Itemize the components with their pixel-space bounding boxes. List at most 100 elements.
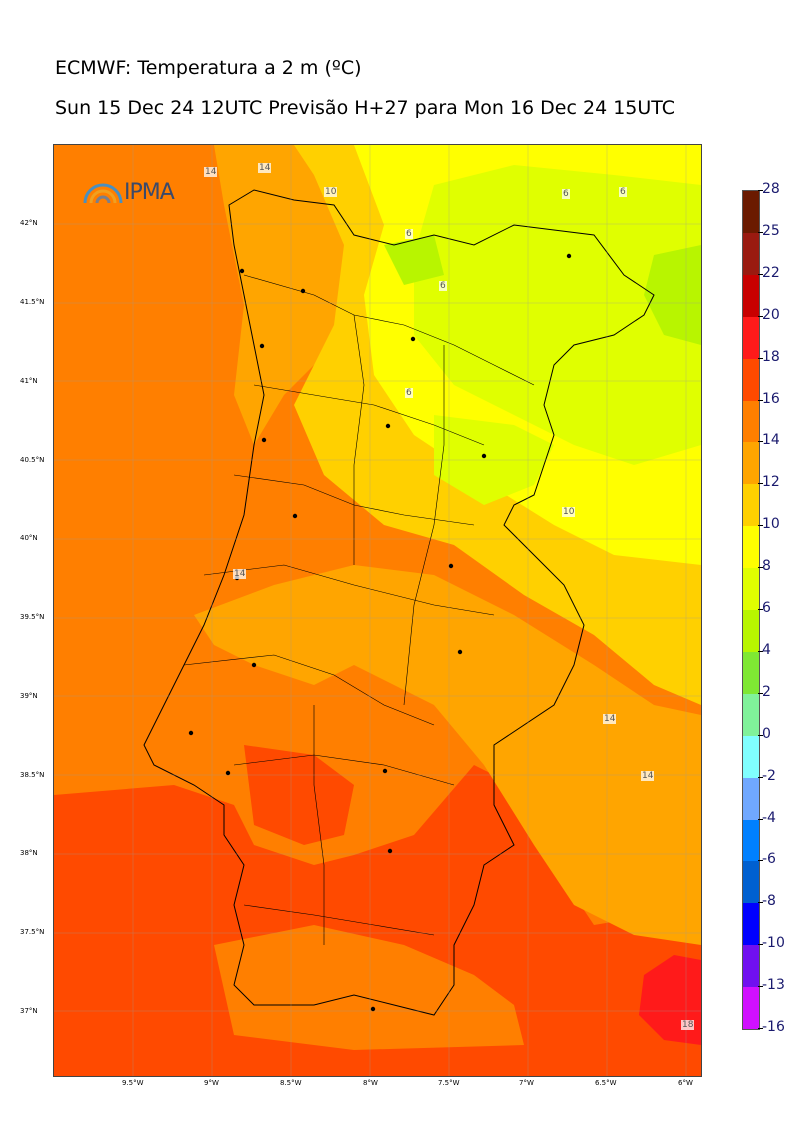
colorbar-tick bbox=[758, 650, 763, 652]
colorbar-segment bbox=[743, 903, 759, 946]
colorbar-segment bbox=[743, 568, 759, 611]
colorbar-label: 4 bbox=[762, 641, 771, 658]
colorbar-label: 2 bbox=[762, 683, 771, 700]
lat-label: 39°N bbox=[20, 692, 38, 700]
temperature-colorbar bbox=[742, 190, 760, 1030]
city-dot bbox=[225, 770, 231, 776]
colorbar-segment bbox=[743, 945, 759, 988]
colorbar-label: -13 bbox=[762, 977, 785, 994]
city-dot bbox=[457, 649, 463, 655]
contour-label: 14 bbox=[603, 714, 617, 724]
contour-label: 14 bbox=[641, 771, 655, 781]
contour-label: 18 bbox=[681, 1020, 695, 1030]
lat-label: 41°N bbox=[20, 377, 38, 385]
contour-label: 10 bbox=[324, 187, 338, 197]
lon-label: 8.5°W bbox=[280, 1079, 302, 1087]
lat-label: 40.5°N bbox=[20, 456, 45, 464]
colorbar-segment bbox=[743, 651, 759, 695]
colorbar-tick bbox=[758, 190, 763, 191]
colorbar-label: 12 bbox=[762, 474, 780, 491]
lat-label: 37.5°N bbox=[20, 928, 45, 936]
contour-label: 14 bbox=[233, 569, 247, 579]
colorbar-segment bbox=[743, 819, 759, 862]
city-dot bbox=[410, 336, 416, 342]
colorbar-tick bbox=[758, 567, 763, 569]
colorbar-tick bbox=[758, 776, 763, 778]
lat-label: 39.5°N bbox=[20, 613, 45, 621]
city-dot bbox=[259, 343, 265, 349]
colorbar-tick bbox=[758, 357, 763, 359]
colorbar-label: -4 bbox=[762, 809, 776, 826]
colorbar-label: -6 bbox=[762, 851, 776, 868]
colorbar-tick bbox=[758, 818, 763, 820]
contour-label: 6 bbox=[405, 229, 413, 239]
ipma-logo: IPMA bbox=[82, 180, 175, 205]
colorbar-segment bbox=[743, 316, 759, 360]
lat-label: 38.5°N bbox=[20, 771, 45, 779]
colorbar-tick bbox=[758, 1028, 763, 1029]
colorbar-label: 0 bbox=[762, 725, 771, 742]
colorbar-segment bbox=[743, 861, 759, 904]
colorbar-tick bbox=[758, 483, 763, 485]
contour-label: 6 bbox=[439, 281, 447, 291]
colorbar-label: 28 bbox=[762, 181, 780, 197]
colorbar-segment bbox=[743, 442, 759, 485]
colorbar-segment bbox=[743, 610, 759, 653]
colorbar-tick bbox=[758, 525, 763, 527]
ipma-arc-icon bbox=[83, 183, 123, 203]
colorbar-label: -16 bbox=[762, 1019, 785, 1035]
colorbar-label: -2 bbox=[762, 767, 776, 784]
city-dot bbox=[566, 253, 572, 259]
lat-label: 37°N bbox=[20, 1007, 38, 1015]
colorbar-segment bbox=[743, 274, 759, 318]
colorbar-tick bbox=[758, 441, 763, 443]
colorbar-tick bbox=[758, 273, 763, 275]
city-dot bbox=[385, 423, 391, 429]
colorbar-tick bbox=[758, 944, 763, 946]
colorbar-label: 16 bbox=[762, 390, 780, 407]
lon-label: 8°W bbox=[363, 1079, 378, 1087]
colorbar-tick bbox=[758, 315, 763, 317]
map-subtitle: Sun 15 Dec 24 12UTC Previsão H+27 para M… bbox=[55, 97, 676, 119]
colorbar-tick bbox=[758, 860, 763, 862]
colorbar-label: -8 bbox=[762, 893, 776, 910]
city-dot bbox=[292, 513, 298, 519]
lat-label: 41.5°N bbox=[20, 298, 45, 306]
city-dot bbox=[481, 453, 487, 459]
map-title: ECMWF: Temperatura a 2 m (ºC) bbox=[55, 57, 362, 79]
lon-label: 9.5°W bbox=[122, 1079, 144, 1087]
ipma-logo-text: IPMA bbox=[124, 180, 175, 205]
city-dot bbox=[370, 1006, 376, 1012]
lon-label: 7°W bbox=[519, 1079, 534, 1087]
colorbar-label: 25 bbox=[762, 222, 780, 239]
colorbar-label: 22 bbox=[762, 264, 780, 281]
colorbar-segment bbox=[743, 400, 759, 443]
colorbar-tick bbox=[758, 986, 763, 988]
city-dot bbox=[448, 563, 454, 569]
city-dot bbox=[251, 662, 257, 668]
lat-label: 42°N bbox=[20, 219, 38, 227]
city-dot bbox=[382, 768, 388, 774]
colorbar-label: 14 bbox=[762, 432, 780, 449]
colorbar-segment bbox=[743, 735, 759, 779]
colorbar-segment bbox=[743, 358, 759, 401]
city-dot bbox=[239, 268, 245, 274]
colorbar-tick bbox=[758, 692, 763, 694]
colorbar-segment bbox=[743, 484, 759, 527]
colorbar-segment bbox=[743, 987, 759, 1030]
lat-label: 38°N bbox=[20, 849, 38, 857]
contour-label: 10 bbox=[562, 507, 576, 517]
lon-label: 9°W bbox=[204, 1079, 219, 1087]
colorbar-label: -10 bbox=[762, 935, 785, 952]
colorbar-label: 10 bbox=[762, 516, 780, 533]
colorbar-segment bbox=[743, 232, 759, 276]
colorbar-segment bbox=[743, 526, 759, 569]
city-dot bbox=[261, 437, 267, 443]
colorbar-tick bbox=[758, 609, 763, 610]
colorbar-segment bbox=[743, 191, 759, 234]
colorbar-segment bbox=[743, 693, 759, 737]
lon-label: 6.5°W bbox=[595, 1079, 617, 1087]
lat-label: 40°N bbox=[20, 534, 38, 542]
colorbar-label: 6 bbox=[762, 600, 771, 616]
contour-label: 6 bbox=[405, 388, 413, 398]
